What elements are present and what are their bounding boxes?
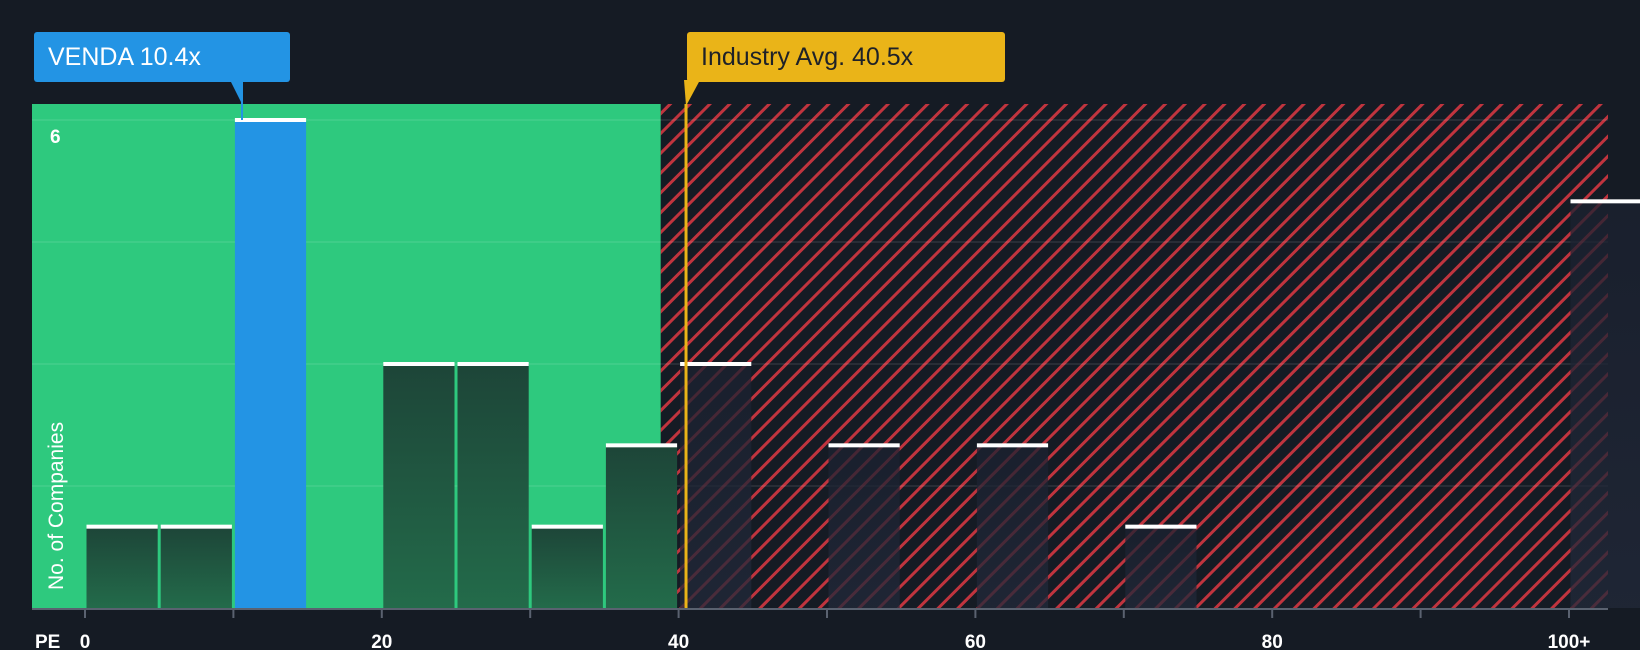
histogram-bar xyxy=(160,526,232,608)
x-tick-label-40: 40 xyxy=(668,632,689,650)
bar-cap xyxy=(605,443,678,448)
bar-cap xyxy=(680,362,752,366)
company-pe-callout: VENDA 10.4x xyxy=(34,32,290,82)
histogram-bar xyxy=(976,445,1049,608)
bar-cap xyxy=(976,443,1049,448)
histogram-bar xyxy=(383,364,455,608)
fair-value-zone xyxy=(32,104,661,608)
x-tick-label-20: 20 xyxy=(371,632,392,650)
x-tick-label-0: 0 xyxy=(80,632,91,650)
histogram-bar xyxy=(1570,201,1640,609)
x-tick-label-60: 60 xyxy=(965,632,986,650)
histogram-bar xyxy=(531,526,603,608)
industry-callout-pointer xyxy=(684,80,701,106)
bar-cap xyxy=(1125,524,1197,529)
histogram-bar xyxy=(1125,526,1197,608)
bar-cap xyxy=(86,524,158,529)
x-tick-label-80: 80 xyxy=(1262,632,1283,650)
bar-cap xyxy=(531,524,603,529)
overvalued-zone xyxy=(660,104,1608,608)
y-axis-title: No. of Companies xyxy=(45,422,68,590)
y-tick-label-6: 6 xyxy=(50,127,61,148)
x-tick-label-100-plus: 100+ xyxy=(1548,632,1591,650)
histogram-bars xyxy=(86,118,1640,609)
histogram-bar xyxy=(457,364,529,608)
bar-cap xyxy=(160,524,232,529)
x-axis-metric-label: PE xyxy=(35,632,60,650)
bar-cap xyxy=(383,362,455,366)
bar-cap xyxy=(457,362,529,366)
industry-average-callout: Industry Avg. 40.5x xyxy=(687,32,1005,82)
bar-cap xyxy=(234,118,307,122)
histogram-bar xyxy=(680,364,752,608)
bar-cap xyxy=(1570,199,1640,204)
x-axis-ticks xyxy=(84,609,1570,618)
histogram-bar xyxy=(86,526,158,608)
company-callout-pointer xyxy=(230,80,242,104)
bar-cap xyxy=(828,443,900,448)
histogram-bar xyxy=(828,445,900,608)
histogram-bar xyxy=(605,445,678,608)
histogram-bar xyxy=(234,120,307,608)
